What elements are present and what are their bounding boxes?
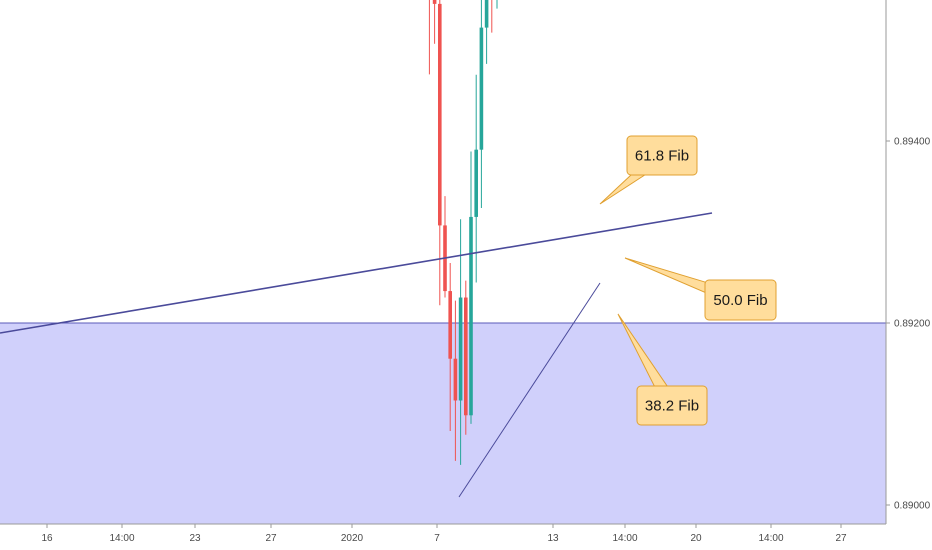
time-tick-label: 2020 — [341, 533, 364, 544]
time-tick-label: 16 — [41, 533, 53, 544]
candle-body — [432, 0, 437, 4]
time-tick-label: 23 — [189, 533, 201, 544]
candle[interactable] — [484, 0, 489, 64]
candle-body — [469, 216, 473, 416]
callouts-layer: 61.8 Fib 50.0 Fib 38.2 Fib — [599, 135, 777, 426]
callout-box — [626, 135, 698, 176]
candle-body — [438, 3, 442, 226]
callout-label: 38.2 Fib — [645, 398, 699, 415]
price-tick-label: 0.89000 — [894, 501, 931, 512]
price-tick-label: 0.89200 — [894, 319, 931, 330]
candle[interactable] — [458, 219, 463, 465]
candle-body — [464, 297, 468, 416]
time-tick-label: 27 — [835, 533, 847, 544]
candle-body — [484, 0, 489, 28]
time-axis-panel — [0, 524, 886, 550]
callout-label: 50.0 Fib — [713, 292, 767, 309]
callout-box — [704, 279, 777, 321]
price-tick-label: 0.89400 — [894, 137, 931, 148]
candle-body — [448, 291, 452, 359]
candle[interactable] — [469, 151, 473, 424]
candle[interactable] — [464, 280, 468, 435]
candle[interactable] — [428, 0, 432, 75]
candle[interactable] — [448, 262, 452, 431]
time-tick-label: 14:00 — [612, 533, 637, 544]
time-tick-label: 20 — [690, 533, 702, 544]
callout-box — [636, 385, 708, 426]
fib-callout[interactable]: 38.2 Fib — [617, 313, 708, 426]
fib-callout[interactable]: 50.0 Fib — [624, 257, 777, 321]
time-tick-label: 14:00 — [109, 533, 134, 544]
candle[interactable] — [432, 0, 437, 44]
candle[interactable] — [438, 0, 442, 306]
candle-body — [474, 149, 478, 217]
candle[interactable] — [490, 0, 494, 33]
candles-layer — [428, 0, 498, 465]
time-tick-label: 14:00 — [758, 533, 783, 544]
time-tick-label: 7 — [434, 533, 440, 544]
candle-body — [458, 297, 463, 401]
lower-support-zone[interactable] — [0, 323, 886, 550]
candle[interactable] — [453, 300, 458, 461]
candle[interactable] — [479, 0, 484, 208]
support-trendline[interactable] — [458, 282, 601, 498]
callout-label: 61.8 Fib — [635, 148, 689, 165]
price-axis-panel — [886, 0, 932, 550]
candle-body — [479, 27, 484, 150]
fib-callout[interactable]: 61.8 Fib — [599, 135, 698, 205]
candle[interactable] — [474, 74, 478, 283]
time-tick-label: 13 — [547, 533, 559, 544]
lines-layer — [0, 212, 713, 498]
resistance-trendline[interactable] — [0, 212, 713, 334]
time-tick-label: 27 — [265, 533, 277, 544]
candle-body — [453, 358, 458, 401]
